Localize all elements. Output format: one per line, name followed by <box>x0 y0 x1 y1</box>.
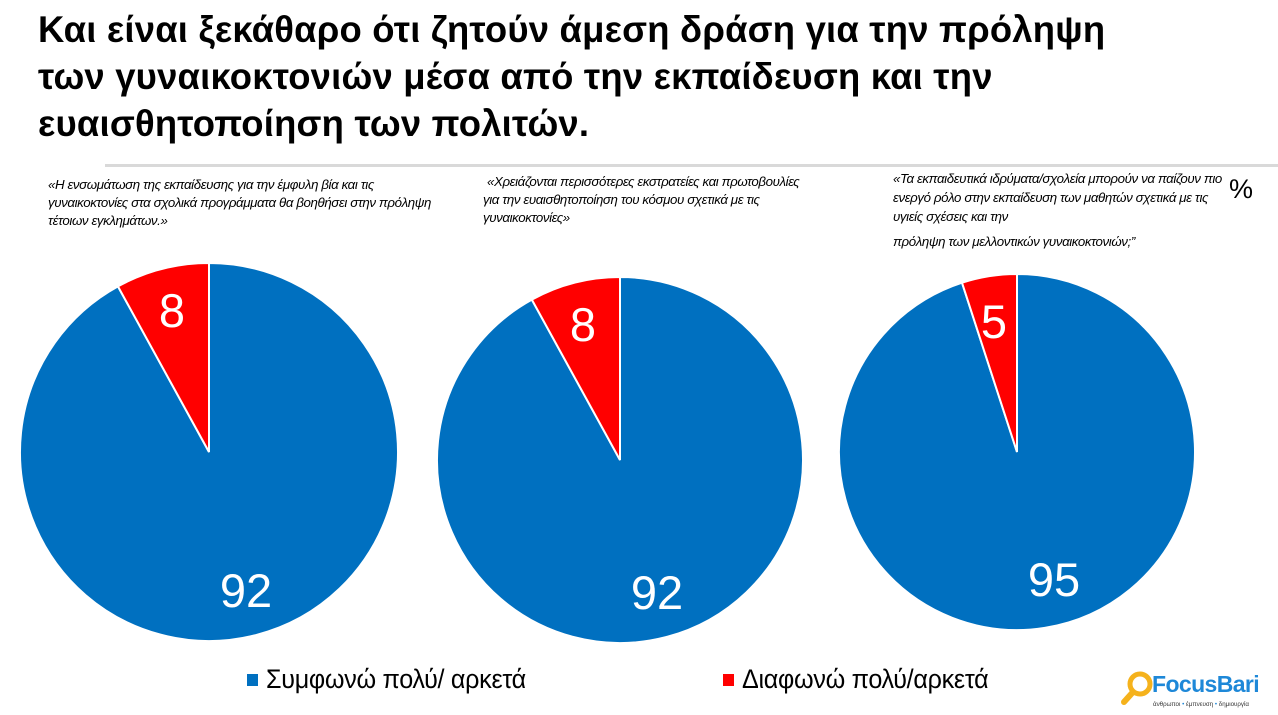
tagline-word-1: άνθρωποι <box>1153 701 1181 708</box>
pie-label-agree: 92 <box>631 566 683 619</box>
logo-tagline: άνθρωποι • έμπνευση • δημιουργία <box>1153 701 1249 708</box>
pie-label-disagree: 8 <box>570 298 596 351</box>
pie-slice-disagree <box>960 272 1018 453</box>
pie-label-agree: 95 <box>1028 553 1080 606</box>
pie-slice-disagree <box>530 275 621 461</box>
tagline-word-2: έμπνευση <box>1186 701 1214 708</box>
question-3-last-line: πρόληψη των μελλοντικών γυναικοκτονιών;” <box>893 234 1135 249</box>
pie-slice-agree <box>838 272 1196 631</box>
title-line-2: των γυναικοκτονιών μέσα από την εκπαίδευ… <box>38 56 993 97</box>
legend-item-disagree: Διαφωνώ πολύ/αρκετά <box>723 664 1007 695</box>
pie-chart-1: 92 8 <box>19 261 399 642</box>
tagline-word-3: δημιουργία <box>1218 701 1249 708</box>
title-line-3: ευαισθητοποίηση των πολιτών. <box>38 103 590 144</box>
question-3-main: «Τα εκπαιδευτικά ιδρύματα/σχολεία μπορού… <box>893 171 1222 224</box>
page-title: Και είναι ξεκάθαρο ότι ζητούν άμεση δράσ… <box>38 6 1259 147</box>
question-1-text: «Η ενσωμάτωση της εκπαίδευσης για την έμ… <box>48 177 432 228</box>
pie-chart-3: 95 5 <box>838 272 1196 631</box>
pie-label-disagree: 8 <box>159 284 185 337</box>
legend-label-agree: Συμφωνώ πολύ/ αρκετά <box>266 664 526 694</box>
legend-swatch-agree <box>247 673 258 686</box>
legend-item-agree: Συμφωνώ πολύ/ αρκετά <box>247 664 545 695</box>
tagline-dot: • <box>1182 701 1185 708</box>
question-3-text: «Τα εκπαιδευτικά ιδρύματα/σχολεία μπορού… <box>893 169 1223 251</box>
magnifier-icon <box>1121 671 1153 705</box>
question-2-text: «Χρειάζονται περισσότερες εκστρατείες κα… <box>483 174 800 225</box>
tagline-dot: • <box>1214 701 1218 708</box>
percent-unit-label: % <box>1229 174 1254 204</box>
pie-chart-2: 92 8 <box>436 275 804 644</box>
focusbari-logo: FocusBari άνθρωποι • έμπνευση • δημιουργ… <box>1120 668 1270 713</box>
title-separator <box>105 164 1278 167</box>
logo-name: FocusBari <box>1152 671 1260 697</box>
pie-slice-disagree <box>116 261 210 453</box>
pie-label-disagree: 5 <box>981 295 1007 348</box>
title-line-1: Και είναι ξεκάθαρο ότι ζητούν άμεση δράσ… <box>38 9 1106 50</box>
legend-swatch-disagree <box>723 673 734 686</box>
legend-label-disagree: Διαφωνώ πολύ/αρκετά <box>742 664 989 694</box>
pie-label-agree: 92 <box>220 564 272 617</box>
